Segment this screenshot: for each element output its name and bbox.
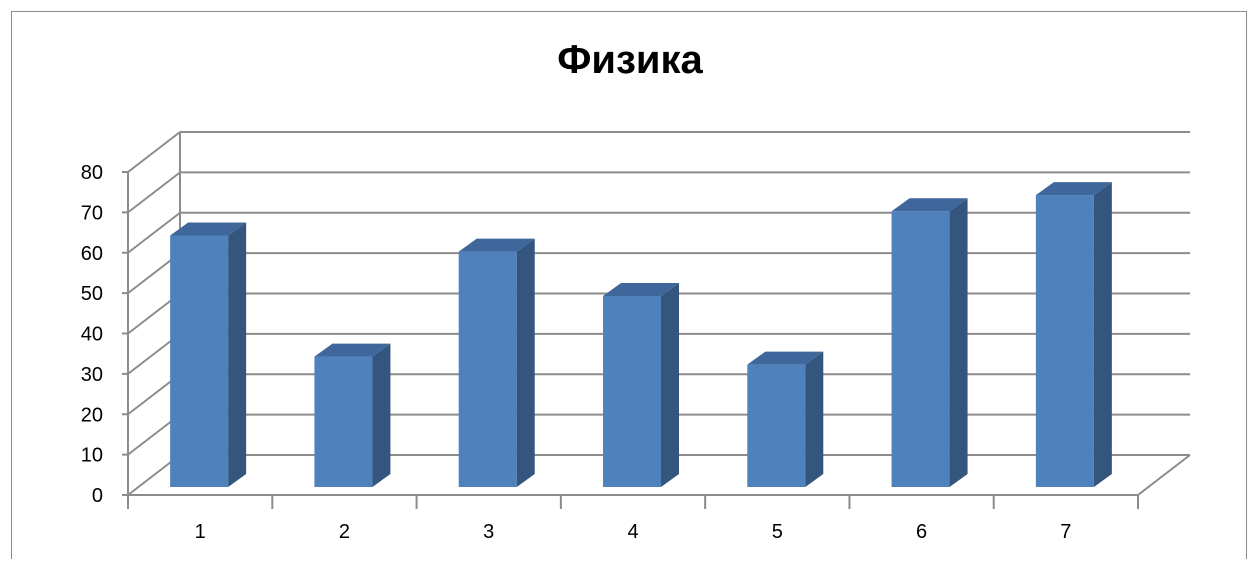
- x-tick-label: 5: [772, 521, 783, 543]
- axes: [122, 171, 1139, 509]
- gridline-side: [127, 171, 181, 214]
- bar-top: [314, 343, 391, 357]
- y-tick-label: 80: [81, 162, 103, 184]
- gridline-side: [127, 211, 181, 254]
- bar: [747, 351, 824, 487]
- bar-top: [1035, 182, 1112, 196]
- bar-side: [661, 283, 679, 487]
- gridline-side: [127, 131, 181, 173]
- bar-side: [805, 351, 824, 487]
- bar: [458, 238, 535, 487]
- floor-edge: [1137, 454, 1191, 496]
- x-tick-label: 6: [916, 521, 927, 543]
- x-tick-label: 3: [483, 521, 494, 543]
- y-tick-label: 0: [92, 485, 103, 507]
- y-tick-label: 40: [81, 324, 103, 346]
- bar-top: [603, 283, 679, 297]
- bar-side: [949, 198, 968, 487]
- y-tick-label: 70: [81, 202, 103, 224]
- y-tick-label: 30: [81, 364, 103, 386]
- x-tick-label: 4: [627, 521, 638, 543]
- bar: [603, 283, 679, 487]
- chart-title: Физика: [557, 38, 703, 82]
- bar-front: [891, 211, 950, 487]
- bar-front: [458, 251, 517, 487]
- bar: [1035, 182, 1112, 487]
- bar-front: [747, 364, 806, 487]
- bar-side: [228, 222, 247, 487]
- x-tick-label: 2: [339, 521, 350, 543]
- x-tick-label: 1: [195, 521, 206, 543]
- y-tick-label: 60: [81, 243, 103, 265]
- bar-front: [1035, 195, 1094, 487]
- bar-side: [516, 238, 535, 487]
- bar-side: [1093, 182, 1112, 487]
- bar-front: [603, 296, 661, 487]
- bar: [170, 222, 247, 487]
- bar: [891, 198, 968, 487]
- bar-front: [314, 356, 373, 487]
- bar-top: [891, 198, 968, 212]
- x-tick-label: 7: [1060, 521, 1071, 543]
- bar-side: [372, 343, 391, 487]
- y-tick-label: 10: [81, 445, 103, 467]
- y-tick-label: 50: [81, 283, 103, 305]
- bar-top: [458, 238, 535, 252]
- bar-top: [170, 222, 247, 236]
- bar-top: [747, 351, 824, 365]
- bar: [314, 343, 391, 487]
- bars: [170, 182, 1112, 487]
- y-tick-label: 20: [81, 404, 103, 426]
- tick-labels: 0 10 20 30 40 50 60 70 80 1 2 3 4 5 6 7: [81, 162, 1072, 543]
- bar-front: [170, 235, 229, 487]
